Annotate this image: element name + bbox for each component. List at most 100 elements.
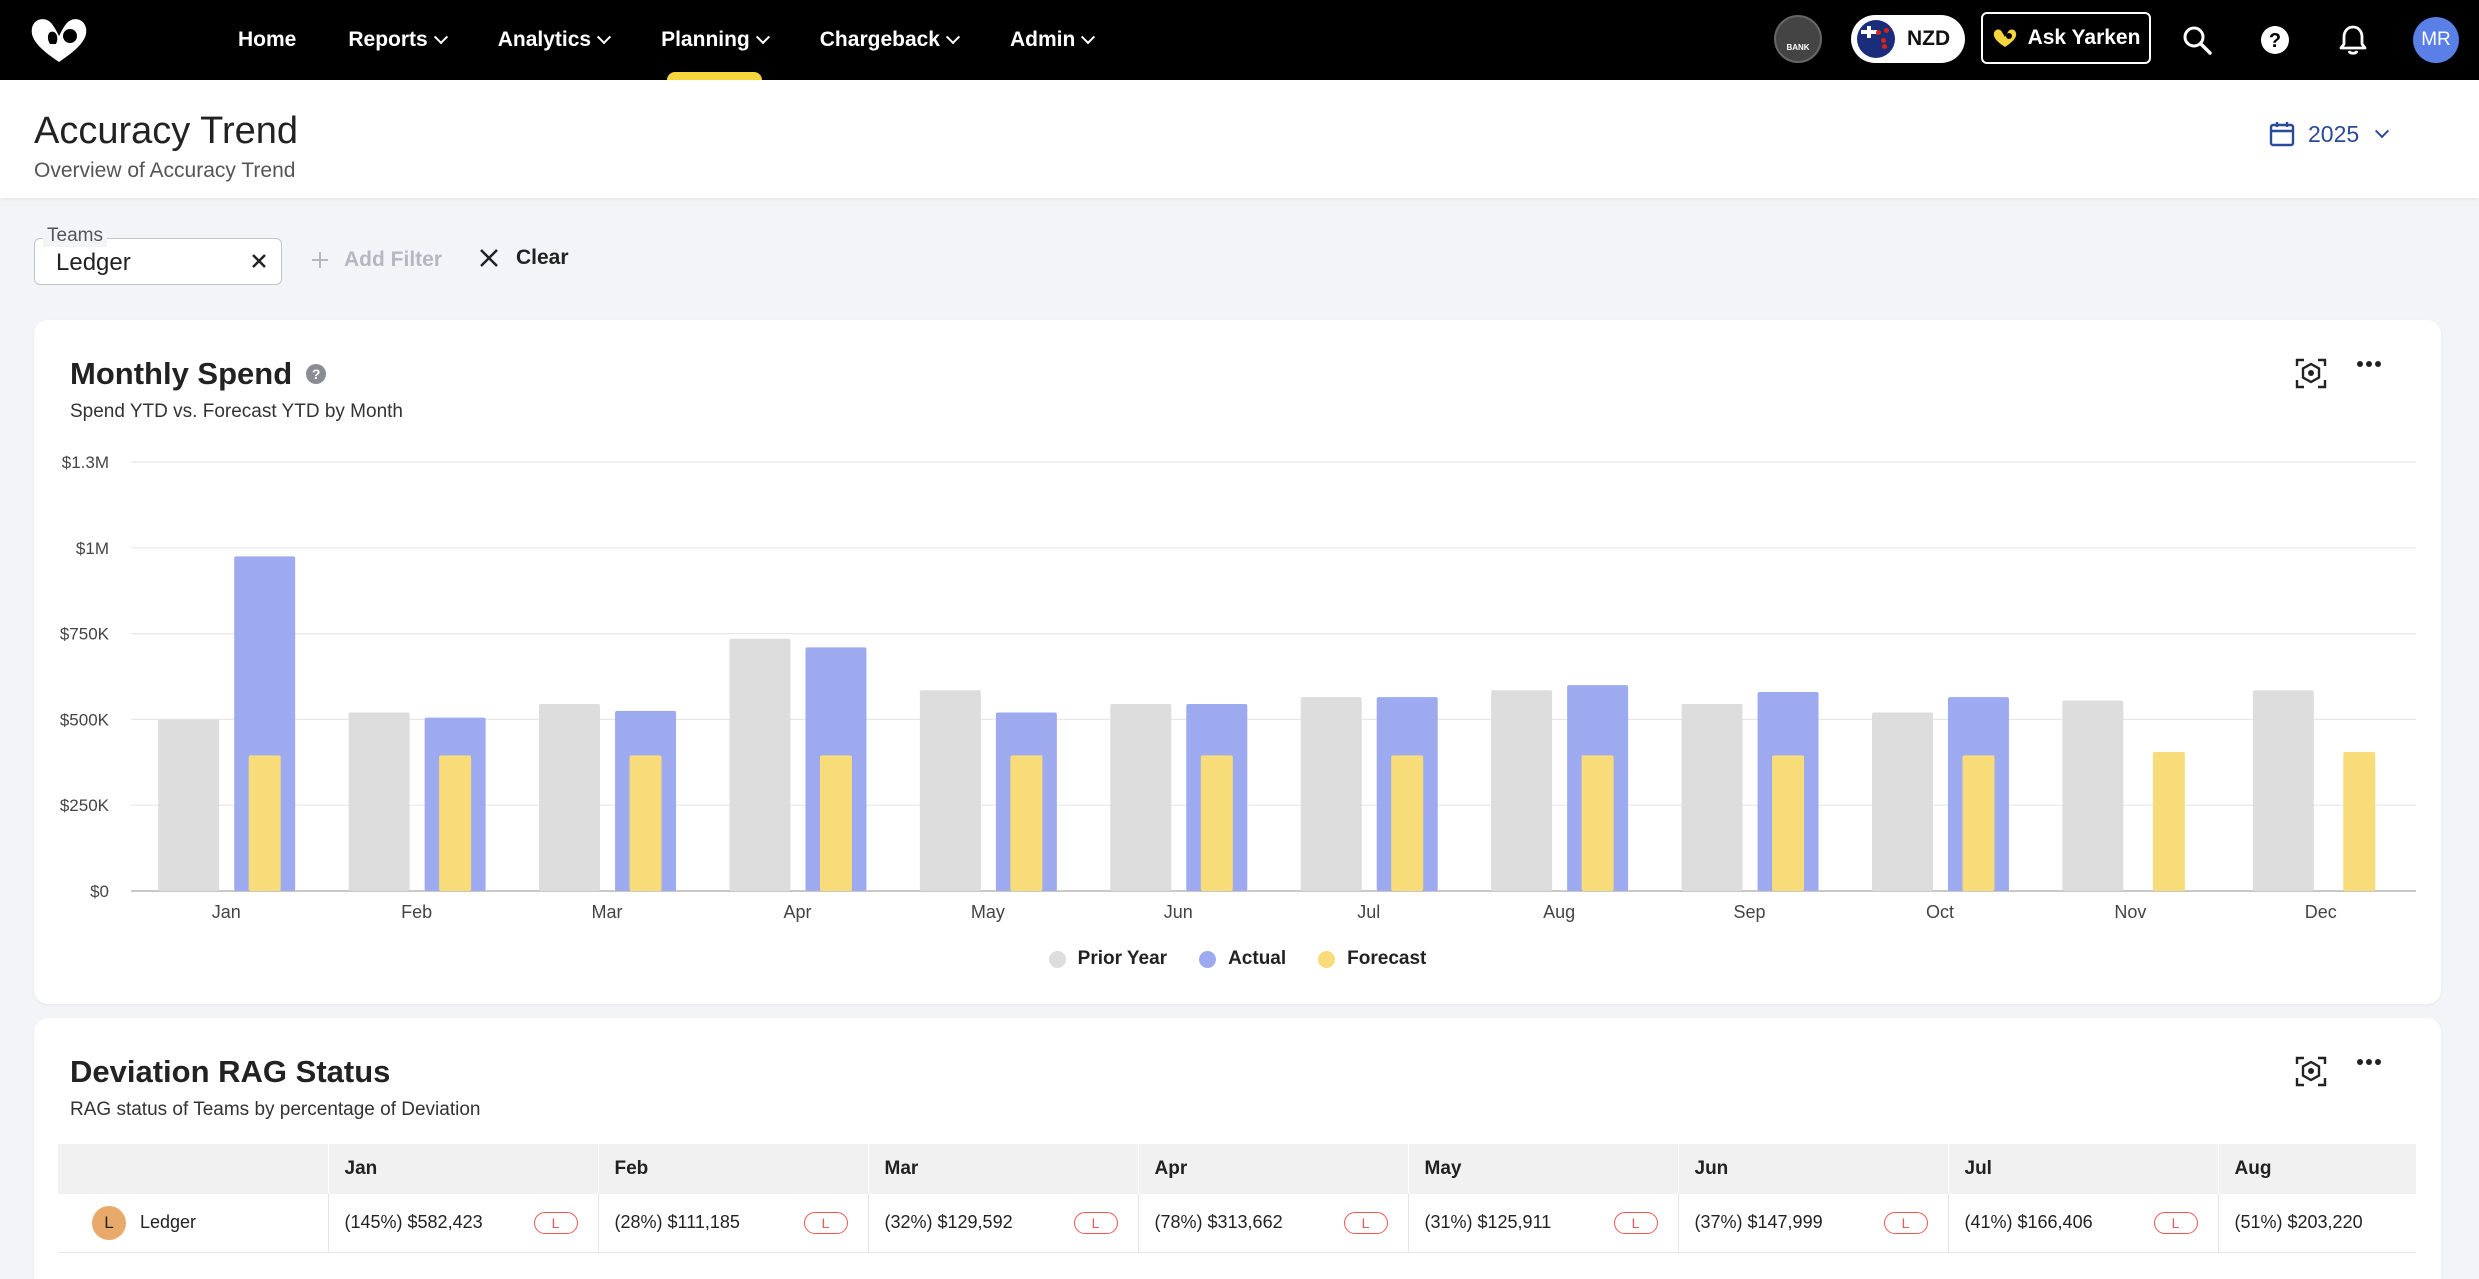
legend-item-prior-year[interactable]: Prior Year <box>1048 948 1168 970</box>
nav-item-chargeback[interactable]: Chargeback <box>820 0 961 80</box>
x-tick-label: Sep <box>1734 902 1766 922</box>
x-tick-label: Dec <box>2305 902 2337 922</box>
x-tick-label: Jul <box>1357 902 1380 922</box>
nav-item-admin[interactable]: Admin <box>1009 0 1096 80</box>
rag-status-badge: L <box>2153 1212 2198 1234</box>
notifications-bell-icon[interactable] <box>2333 20 2373 60</box>
y-tick-label: $1.3M <box>62 453 109 472</box>
bar-forecast-nov[interactable] <box>2152 752 2185 891</box>
column-header-jun: Jun <box>1677 1144 1948 1194</box>
rag-table-header: Jan Feb Mar Apr May Jun Jul Aug <box>58 1144 2416 1194</box>
monthly-spend-card: Monthly Spend ? Spend YTD vs. Forecast Y… <box>34 320 2441 1004</box>
user-avatar[interactable]: MR <box>2413 17 2459 63</box>
bar-prior-year-jul[interactable] <box>1300 697 1362 891</box>
rag-cell: (145%) $582,423 L <box>327 1194 598 1253</box>
ask-yarken-label: Ask Yarken <box>2027 26 2141 49</box>
monthly-spend-chart: $0 $250K $500K $750K $1M $1.3M Jan Feb Mar Apr May… <box>60 453 2416 922</box>
bar-prior-year-aug[interactable] <box>1491 690 1553 891</box>
bar-forecast-jun[interactable] <box>1200 755 1233 891</box>
bar-prior-year-feb[interactable] <box>348 712 410 891</box>
remove-filter-close-icon[interactable] <box>249 251 269 271</box>
bar-prior-year-nov[interactable] <box>2062 700 2124 891</box>
bar-forecast-aug[interactable] <box>1581 755 1614 891</box>
rag-cell-value: (37%) $147,999 <box>1694 1212 1823 1233</box>
legend-label: Prior Year <box>1077 948 1168 969</box>
search-icon[interactable] <box>2177 20 2217 60</box>
help-icon[interactable]: ? <box>2255 20 2295 60</box>
year-label: 2025 <box>2308 120 2360 147</box>
rag-status-badge: L <box>1883 1212 1928 1234</box>
rag-cell: (78%) $313,662 L <box>1137 1194 1408 1253</box>
bar-prior-year-mar[interactable] <box>539 703 601 891</box>
year-picker[interactable]: 2025 <box>2268 120 2390 148</box>
nav-item-home[interactable]: Home <box>238 0 296 80</box>
more-options-icon[interactable] <box>2354 354 2384 374</box>
currency-selector[interactable]: NZD <box>1851 15 1965 63</box>
bar-forecast-dec[interactable] <box>2343 752 2376 891</box>
nav-item-planning[interactable]: Planning <box>661 0 770 80</box>
rag-cell-value: (31%) $125,911 <box>1424 1212 1552 1233</box>
bar-forecast-jul[interactable] <box>1391 755 1424 891</box>
y-tick-label: $0 <box>90 882 109 901</box>
table-row[interactable]: L Ledger (145%) $582,423 L (28%) $111,185 L (3… <box>58 1194 2416 1253</box>
nav-item-analytics[interactable]: Analytics <box>498 0 612 80</box>
ask-yarken-button[interactable]: Ask Yarken <box>1981 12 2151 64</box>
clear-label: Clear <box>516 246 569 269</box>
teams-filter[interactable]: Teams Ledger <box>34 225 282 285</box>
y-tick-label: $1M <box>76 539 109 558</box>
bank-avatar-icon[interactable]: BANK <box>1774 15 1822 63</box>
deviation-rag-subtitle: RAG status of Teams by percentage of Dev… <box>70 1099 481 1120</box>
clear-filters-button[interactable]: Clear <box>478 246 569 270</box>
user-initials: MR <box>2421 29 2451 50</box>
column-header-aug: Aug <box>2217 1144 2416 1194</box>
rag-cell-value: (51%) $203,220 <box>2234 1212 2363 1233</box>
x-tick-label: Jan <box>212 902 241 922</box>
legend-item-forecast[interactable]: Forecast <box>1318 948 1426 970</box>
bar-prior-year-may[interactable] <box>919 690 981 891</box>
ai-insight-icon[interactable] <box>2294 356 2328 390</box>
bar-forecast-apr[interactable] <box>819 755 852 891</box>
y-tick-label: $500K <box>60 710 110 729</box>
y-tick-label: $750K <box>60 625 110 644</box>
more-options-icon[interactable] <box>2354 1052 2384 1072</box>
column-header-apr: Apr <box>1137 1144 1408 1194</box>
bar-forecast-may[interactable] <box>1010 755 1043 891</box>
x-tick-label: Nov <box>2114 902 2146 922</box>
bar-forecast-sep[interactable] <box>1772 755 1805 891</box>
legend-dot <box>1199 950 1217 968</box>
add-filter-button[interactable]: Add Filter <box>310 248 442 272</box>
team-cell: L Ledger <box>58 1194 328 1253</box>
bar-prior-year-jun[interactable] <box>1110 703 1172 891</box>
bar-forecast-jan[interactable] <box>248 755 281 891</box>
rag-cell: (51%) $203,220 <box>2217 1194 2416 1253</box>
bar-forecast-mar[interactable] <box>629 755 662 891</box>
rag-cell: (32%) $129,592 L <box>867 1194 1138 1253</box>
bar-prior-year-sep[interactable] <box>1681 703 1743 891</box>
nav-item-reports[interactable]: Reports <box>348 0 448 80</box>
rag-cell: (28%) $111,185 L <box>597 1194 868 1253</box>
help-question-icon[interactable]: ? <box>306 364 327 384</box>
rag-cell-value: (41%) $166,406 <box>1964 1212 2093 1233</box>
chart-legend: Prior Year Actual Forecast <box>34 948 2441 970</box>
rag-cell-value: (28%) $111,185 <box>614 1212 740 1233</box>
column-header-jul: Jul <box>1947 1144 2218 1194</box>
bar-forecast-feb[interactable] <box>439 755 472 891</box>
nz-flag-icon <box>1857 20 1895 58</box>
bar-prior-year-jan[interactable] <box>158 719 220 891</box>
legend-item-actual[interactable]: Actual <box>1199 948 1286 970</box>
nav-item-label: Admin <box>1009 28 1076 51</box>
currency-label: NZD <box>1907 27 1951 50</box>
bar-prior-year-oct[interactable] <box>1871 712 1933 891</box>
svg-text:?: ? <box>2269 30 2281 52</box>
legend-dot <box>1048 950 1066 968</box>
ai-insight-icon[interactable] <box>2294 1054 2328 1088</box>
yarken-small-icon <box>1993 29 2016 47</box>
chevron-down-icon <box>2375 124 2390 139</box>
bar-forecast-oct[interactable] <box>1962 755 1995 891</box>
legend-dot <box>1318 950 1336 968</box>
rag-status-badge: L <box>1613 1212 1658 1234</box>
page-title: Accuracy Trend <box>34 110 298 152</box>
bar-prior-year-dec[interactable] <box>2252 690 2314 891</box>
bar-prior-year-apr[interactable] <box>729 638 791 891</box>
yarken-logo-icon[interactable] <box>28 14 90 66</box>
